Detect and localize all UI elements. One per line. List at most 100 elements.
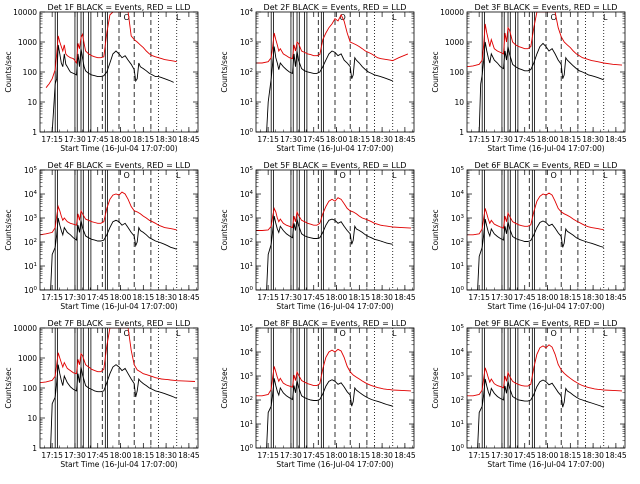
y-tick-label: 104: [451, 190, 465, 199]
y-tick-label: 105: [451, 324, 465, 333]
lld-rate-line: [256, 197, 412, 231]
y-tick-label: 102: [24, 238, 37, 247]
x-tick-label: 18:00: [326, 135, 348, 144]
marker-label: L: [392, 171, 397, 180]
lld-rate-line: [467, 192, 604, 236]
panel-title: Det 6F BLACK = Events, RED = LLD: [475, 161, 618, 170]
y-axis-label: Counts/sec: [431, 51, 440, 92]
x-axis-label: Start Time (16-Jul-04 17:07:00): [276, 144, 393, 153]
event-markers: [270, 12, 394, 132]
y-tick-label: 105: [451, 166, 465, 175]
x-tick-label: 18:15: [348, 293, 370, 302]
y-tick-label: 104: [240, 348, 254, 357]
y-tick-label: 102: [451, 396, 464, 405]
panel-title: Det 8F BLACK = Events, RED = LLD: [264, 319, 407, 328]
x-tick-label: 18:30: [582, 293, 604, 302]
y-tick-label: 10: [27, 98, 37, 107]
x-tick-label: 17:45: [87, 451, 109, 460]
panel-title: Det 1F BLACK = Events, RED = LLD: [48, 3, 191, 12]
x-tick-label: 17:15: [257, 451, 279, 460]
x-tick-label: 17:15: [41, 135, 63, 144]
y-tick-label: 100: [451, 286, 465, 295]
y-tick-label: 103: [451, 214, 465, 223]
x-axis-label: Start Time (16-Jul-04 17:07:00): [60, 302, 177, 311]
marker-label: O: [123, 329, 129, 338]
x-tick-label: 17:30: [64, 451, 86, 460]
x-tick-label: 17:30: [64, 135, 86, 144]
x-tick-label: 18:45: [605, 135, 627, 144]
y-tick-label: 104: [240, 190, 254, 199]
x-tick-label: 18:30: [155, 293, 177, 302]
panel-title: Det 4F BLACK = Events, RED = LLD: [48, 161, 191, 170]
event-rate-line: [467, 219, 604, 290]
y-tick-label: 102: [240, 396, 253, 405]
plot-frame: [466, 169, 626, 291]
panel-title: Det 3F BLACK = Events, RED = LLD: [475, 3, 618, 12]
panel-title: Det 5F BLACK = Events, RED = LLD: [264, 161, 407, 170]
event-rate-line: [256, 46, 393, 132]
x-tick-label: 17:45: [514, 451, 536, 460]
x-tick-label: 18:00: [326, 293, 348, 302]
x-tick-label: 18:30: [155, 451, 177, 460]
event-rate-line: [256, 216, 393, 290]
y-tick-label: 101: [451, 262, 464, 271]
y-tick-label: 1000: [18, 354, 37, 363]
x-tick-label: 18:45: [394, 451, 416, 460]
marker-label: O: [123, 171, 129, 180]
marker-label: O: [339, 171, 345, 180]
y-tick-label: 100: [23, 68, 38, 77]
x-tick-label: 18:45: [394, 293, 416, 302]
x-tick-label: 17:30: [280, 135, 302, 144]
x-tick-label: 17:45: [303, 451, 325, 460]
y-tick-label: 102: [240, 68, 253, 77]
y-tick-label: 10000: [440, 8, 464, 17]
y-tick-label: 10000: [13, 324, 37, 333]
panel-title: Det 2F BLACK = Events, RED = LLD: [264, 3, 407, 12]
marker-label: O: [550, 171, 556, 180]
x-tick-label: 17:30: [491, 135, 513, 144]
y-tick-label: 100: [240, 444, 254, 453]
event-rate-line: [46, 44, 174, 132]
x-tick-label: 17:15: [41, 451, 63, 460]
x-tick-label: 18:00: [110, 293, 132, 302]
y-tick-label: 103: [24, 214, 38, 223]
x-tick-label: 18:00: [537, 293, 559, 302]
event-markers: [270, 328, 394, 448]
event-markers: [54, 12, 178, 132]
marker-label: O: [123, 13, 129, 22]
x-axis-label: Start Time (16-Jul-04 17:07:00): [276, 460, 393, 469]
x-tick-label: 17:30: [280, 293, 302, 302]
x-tick-label: 18:15: [348, 451, 370, 460]
x-tick-label: 17:15: [468, 135, 490, 144]
y-tick-label: 103: [240, 38, 254, 47]
x-tick-label: 18:15: [559, 135, 581, 144]
marker-label: L: [176, 329, 181, 338]
x-tick-label: 17:15: [257, 135, 279, 144]
x-tick-label: 17:45: [514, 135, 536, 144]
marker-label: L: [176, 171, 181, 180]
lld-rate-line: [45, 12, 177, 88]
event-rate-line: [467, 41, 604, 132]
y-axis-label: Counts/sec: [220, 209, 229, 250]
x-axis-label: Start Time (16-Jul-04 17:07:00): [487, 460, 604, 469]
panel-title: Det 9F BLACK = Events, RED = LLD: [475, 319, 618, 328]
x-tick-label: 17:45: [303, 135, 325, 144]
x-tick-label: 18:15: [132, 293, 154, 302]
lld-rate-line: [467, 344, 623, 397]
marker-label: L: [392, 13, 397, 22]
y-tick-label: 105: [24, 166, 38, 175]
x-tick-label: 17:45: [87, 293, 109, 302]
y-tick-label: 102: [451, 238, 464, 247]
x-tick-label: 18:00: [326, 451, 348, 460]
y-tick-label: 104: [240, 8, 254, 17]
x-axis-label: Start Time (16-Jul-04 17:07:00): [487, 144, 604, 153]
y-tick-label: 100: [24, 286, 38, 295]
x-axis-label: Start Time (16-Jul-04 17:07:00): [60, 460, 177, 469]
